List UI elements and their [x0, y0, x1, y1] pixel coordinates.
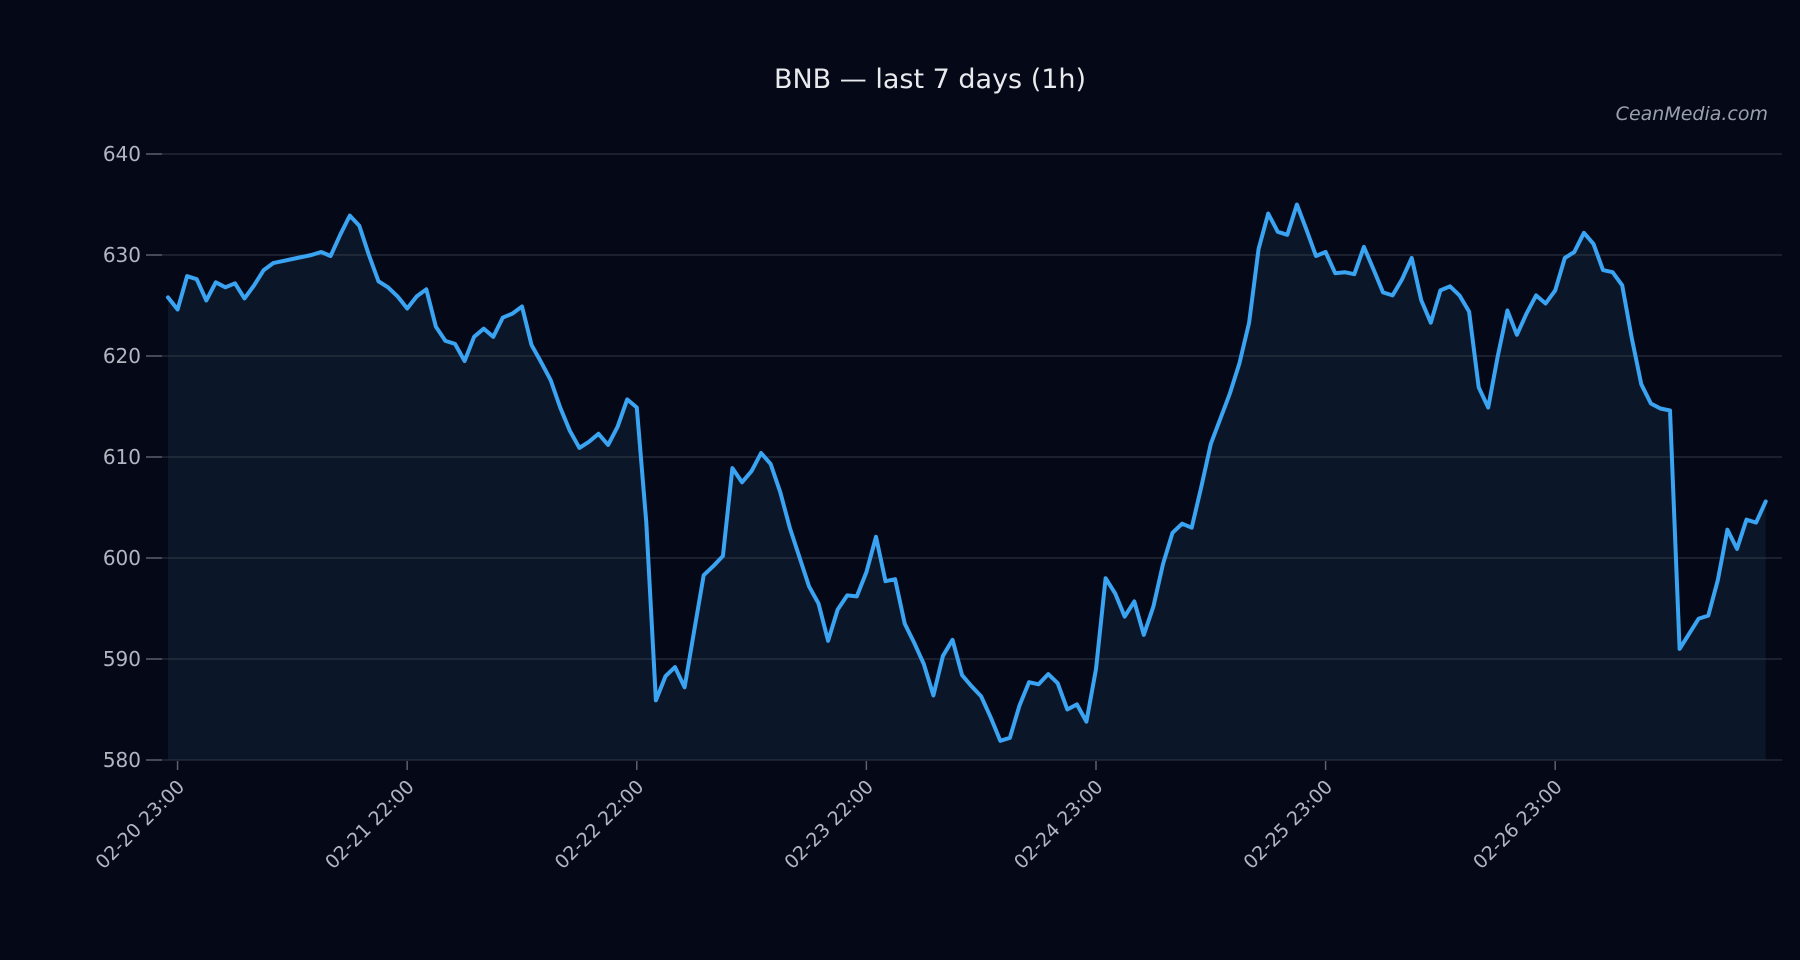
y-axis-label-590: 590: [103, 647, 141, 671]
x-axis-label-4: 02-24 23:00: [1010, 776, 1108, 874]
y-axis-label-580: 580: [103, 748, 141, 772]
area-fill: [168, 204, 1766, 760]
chart-title: BNB — last 7 days (1h): [774, 64, 1086, 95]
x-axis-label-2: 02-22 22:00: [551, 776, 649, 874]
y-axis-label-630: 630: [103, 243, 141, 267]
x-axis-label-5: 02-25 23:00: [1240, 776, 1338, 874]
price-line: [166, 202, 1768, 743]
x-axis-label-0: 02-20 23:00: [92, 776, 190, 874]
x-axis-label-3: 02-23 22:00: [780, 776, 878, 874]
y-axis-label-640: 640: [103, 142, 141, 166]
grid-layer: [146, 153, 1782, 770]
line-layer: [166, 202, 1768, 743]
y-axis-label-620: 620: [103, 344, 141, 368]
y-axis-label-600: 600: [103, 546, 141, 570]
y-axis-label-610: 610: [103, 445, 141, 469]
x-axis-label-1: 02-21 22:00: [321, 776, 419, 874]
fill-layer: [168, 204, 1766, 760]
x-axis-label-6: 02-26 23:00: [1469, 776, 1567, 874]
watermark: CeanMedia.com: [1616, 103, 1768, 125]
